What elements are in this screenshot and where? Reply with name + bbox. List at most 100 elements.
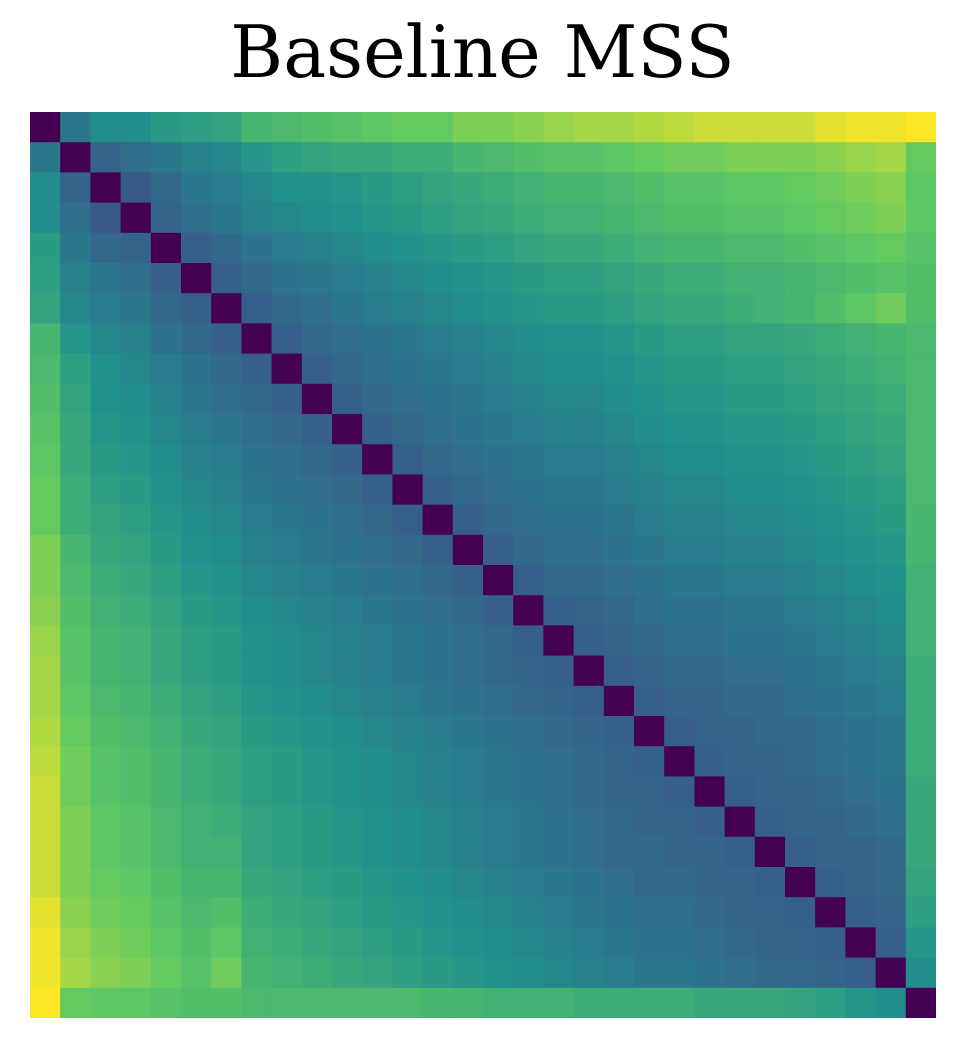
heatmap-cell-25-11 <box>362 867 393 898</box>
heatmap-cell-15-1 <box>60 565 91 596</box>
heatmap-cell-20-9 <box>301 716 333 747</box>
heatmap-cell-22-0 <box>30 776 61 808</box>
heatmap-cell-17-5 <box>181 625 212 657</box>
heatmap-cell-26-21 <box>664 897 695 928</box>
heatmap-cell-8-15 <box>483 353 514 385</box>
heatmap-cell-28-14 <box>452 957 484 989</box>
heatmap-cell-10-16 <box>513 414 544 445</box>
heatmap-cell-22-21 <box>664 776 695 808</box>
heatmap-cell-10-0 <box>30 414 61 445</box>
heatmap-cell-23-12 <box>392 806 424 838</box>
heatmap-cell-11-17 <box>543 444 575 475</box>
heatmap-cell-15-20 <box>634 565 665 596</box>
heatmap-cell-5-12 <box>392 263 424 294</box>
heatmap-cell-0-25 <box>785 112 816 143</box>
heatmap-cell-8-3 <box>120 353 152 385</box>
heatmap-cell-27-11 <box>362 927 393 959</box>
heatmap-cell-6-29 <box>905 293 936 324</box>
heatmap-cell-8-20 <box>634 353 665 385</box>
heatmap-cell-15-21 <box>664 565 695 596</box>
heatmap-cell-22-12 <box>392 776 424 808</box>
heatmap-cell-5-23 <box>724 263 756 294</box>
heatmap-cell-1-29 <box>905 142 936 173</box>
heatmap-cell-0-13 <box>422 112 454 143</box>
heatmap-cell-28-18 <box>573 957 605 989</box>
heatmap-cell-5-15 <box>483 263 514 294</box>
heatmap-cell-12-20 <box>634 474 665 506</box>
heatmap-cell-19-9 <box>301 685 333 717</box>
heatmap-cell-11-19 <box>603 444 635 475</box>
heatmap-cell-25-16 <box>513 867 544 898</box>
heatmap-cell-17-14 <box>452 625 484 657</box>
heatmap-cell-7-28 <box>875 323 907 355</box>
heatmap-cell-4-0 <box>30 232 61 264</box>
heatmap-cell-26-3 <box>120 897 152 928</box>
heatmap-cell-8-9 <box>301 353 333 385</box>
heatmap-cell-29-3 <box>120 987 152 1018</box>
heatmap-cell-11-23 <box>724 444 756 475</box>
heatmap-cell-12-16 <box>513 474 544 506</box>
heatmap-cell-13-25 <box>785 504 816 536</box>
heatmap-cell-20-19 <box>603 716 635 747</box>
heatmap-cell-19-19 <box>603 685 635 717</box>
heatmap-cell-9-11 <box>362 383 393 415</box>
heatmap-cell-26-10 <box>332 897 363 928</box>
heatmap-cell-8-2 <box>90 353 122 385</box>
heatmap-cell-25-15 <box>483 867 514 898</box>
heatmap-cell-26-13 <box>422 897 454 928</box>
heatmap-cell-25-26 <box>815 867 846 898</box>
heatmap-cell-26-11 <box>362 897 393 928</box>
heatmap-cell-12-11 <box>362 474 393 506</box>
heatmap-cell-6-20 <box>634 293 665 324</box>
heatmap-cell-1-0 <box>30 142 61 173</box>
heatmap-cell-4-1 <box>60 232 91 264</box>
heatmap-cell-3-19 <box>603 202 635 234</box>
heatmap-cell-7-21 <box>664 323 695 355</box>
heatmap-cell-19-21 <box>664 685 695 717</box>
heatmap-cell-3-0 <box>30 202 61 234</box>
heatmap-cell-7-3 <box>120 323 152 355</box>
heatmap-cell-0-10 <box>332 112 363 143</box>
heatmap-cell-29-27 <box>845 987 877 1018</box>
heatmap-cell-15-9 <box>301 565 333 596</box>
heatmap-cell-23-18 <box>573 806 605 838</box>
heatmap-cell-28-29 <box>905 957 936 989</box>
heatmap-cell-28-28 <box>875 957 907 989</box>
heatmap-cell-4-19 <box>603 232 635 264</box>
heatmap-cell-10-5 <box>181 414 212 445</box>
heatmap-cell-14-24 <box>754 534 786 566</box>
heatmap-cell-21-4 <box>150 746 182 777</box>
heatmap-cell-27-9 <box>301 927 333 959</box>
heatmap-cell-0-23 <box>724 112 756 143</box>
heatmap-cell-14-20 <box>634 534 665 566</box>
heatmap-cell-5-27 <box>845 263 877 294</box>
heatmap-cell-22-16 <box>513 776 544 808</box>
heatmap-cell-6-25 <box>785 293 816 324</box>
heatmap-cell-13-11 <box>362 504 393 536</box>
heatmap-cell-12-19 <box>603 474 635 506</box>
heatmap-cell-28-7 <box>241 957 273 989</box>
heatmap-cell-22-29 <box>905 776 936 808</box>
heatmap-cell-26-1 <box>60 897 91 928</box>
heatmap-cell-20-7 <box>241 716 273 747</box>
heatmap-cell-1-23 <box>724 142 756 173</box>
heatmap-cell-0-6 <box>211 112 242 143</box>
heatmap-cell-17-12 <box>392 625 424 657</box>
heatmap-cell-4-28 <box>875 232 907 264</box>
heatmap-cell-6-7 <box>241 293 273 324</box>
heatmap-cell-17-29 <box>905 625 936 657</box>
heatmap-cell-4-16 <box>513 232 544 264</box>
heatmap-cell-5-17 <box>543 263 575 294</box>
heatmap-cell-18-9 <box>301 655 333 687</box>
heatmap-cell-29-23 <box>724 987 756 1018</box>
heatmap-cell-8-21 <box>664 353 695 385</box>
heatmap-cell-16-26 <box>815 595 846 626</box>
heatmap-cell-29-1 <box>60 987 91 1018</box>
heatmap-cell-23-14 <box>452 806 484 838</box>
heatmap-cell-19-7 <box>241 685 273 717</box>
heatmap-cell-29-2 <box>90 987 122 1018</box>
heatmap-cell-2-12 <box>392 172 424 204</box>
heatmap-cell-4-6 <box>211 232 242 264</box>
heatmap-cell-26-16 <box>513 897 544 928</box>
heatmap-cell-7-1 <box>60 323 91 355</box>
